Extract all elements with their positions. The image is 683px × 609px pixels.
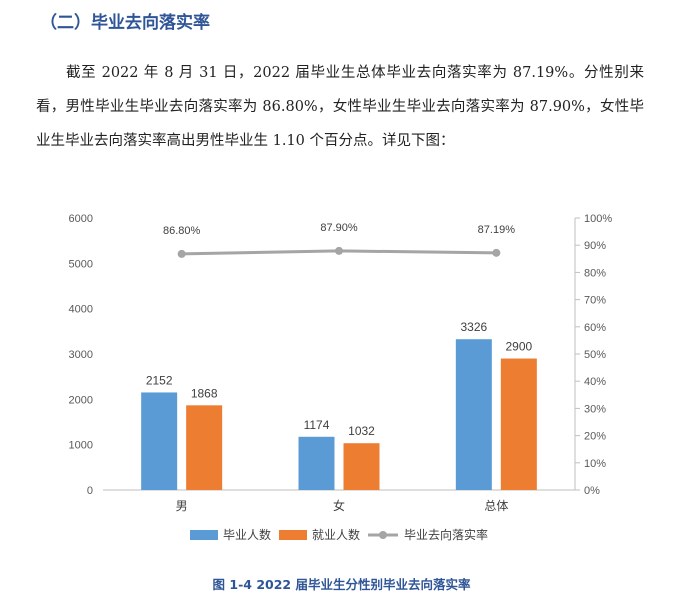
y2-tick-label: 30% [584, 403, 606, 415]
y2-tick-label: 10% [584, 458, 606, 470]
bar-data-label: 1174 [304, 418, 330, 432]
summary-paragraph: 截至 2022 年 8 月 31 日，2022 届毕业生总体毕业去向落实率为 8… [36, 65, 644, 149]
y2-tick-label: 20% [584, 431, 606, 443]
rate-data-label: 86.80% [163, 225, 201, 237]
y2-tick-label: 70% [584, 295, 606, 307]
legend-line-marker [379, 531, 387, 539]
bar-data-label: 1032 [348, 424, 375, 438]
bar-data-label: 2152 [146, 373, 173, 387]
bar-employed [500, 358, 537, 490]
y-tick-label: 1000 [69, 440, 93, 452]
rate-data-label: 87.19% [478, 224, 516, 236]
y-tick-label: 2000 [69, 394, 93, 406]
y2-tick-label: 100% [584, 213, 612, 225]
y2-tick-label: 90% [584, 240, 606, 252]
y2-tick-label: 60% [584, 322, 606, 334]
legend-swatch [279, 530, 307, 540]
y2-tick-label: 40% [584, 376, 606, 388]
category-label: 总体 [484, 499, 508, 513]
bar-data-label: 1868 [191, 386, 218, 400]
rate-point [492, 248, 501, 257]
y-tick-label: 0 [87, 485, 93, 497]
bar-employed [186, 405, 223, 490]
bar-data-label: 3326 [460, 320, 487, 334]
y-tick-label: 5000 [69, 258, 93, 270]
y-tick-label: 6000 [69, 213, 93, 225]
bar-employed [343, 443, 380, 490]
rate-point [177, 249, 186, 258]
rate-point [335, 246, 343, 255]
rate-data-label: 87.90% [320, 222, 358, 234]
graduation-rate-chart: 0 1000 2000 3000 4000 5000 6000 0% 10% 20% 30% 40% 5… [69, 213, 613, 542]
legend-label: 就业人数 [312, 527, 360, 542]
legend-swatch [190, 530, 218, 540]
bar-graduates [455, 339, 492, 490]
y2-tick-label: 80% [584, 267, 606, 279]
figure-caption: 图 1-4 2022 届毕业生分性别毕业去向落实率 [212, 577, 471, 592]
y-tick-label: 4000 [69, 304, 93, 316]
bar-graduates [141, 392, 178, 490]
legend-label: 毕业人数 [223, 527, 271, 542]
category-label: 男 [176, 499, 188, 513]
bar-graduates [298, 436, 335, 490]
category-label: 女 [333, 498, 345, 513]
y2-tick-label: 0% [584, 485, 600, 497]
y2-tick-label: 50% [584, 349, 606, 361]
legend-label: 毕业去向落实率 [404, 527, 488, 542]
bar-data-label: 2900 [505, 340, 532, 354]
section-heading: （二）毕业去向落实率 [40, 13, 210, 33]
y-tick-label: 3000 [69, 349, 93, 361]
